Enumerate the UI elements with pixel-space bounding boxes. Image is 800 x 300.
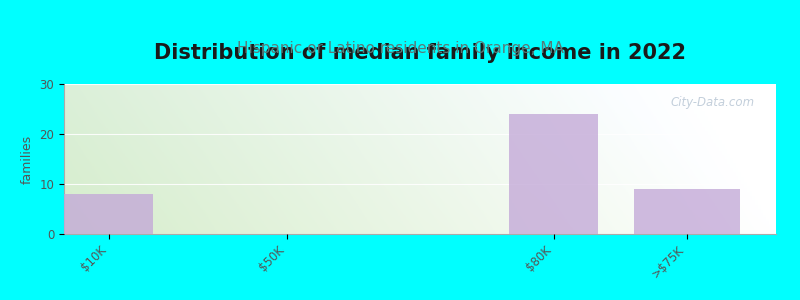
Title: Distribution of median family income in 2022: Distribution of median family income in … <box>154 43 686 63</box>
Text: Hispanic or Latino residents in Orange, MA: Hispanic or Latino residents in Orange, … <box>237 40 563 56</box>
Bar <box>634 189 741 234</box>
Y-axis label: families: families <box>21 134 34 184</box>
Bar <box>509 114 598 234</box>
Bar <box>64 194 153 234</box>
Text: City-Data.com: City-Data.com <box>670 96 754 109</box>
